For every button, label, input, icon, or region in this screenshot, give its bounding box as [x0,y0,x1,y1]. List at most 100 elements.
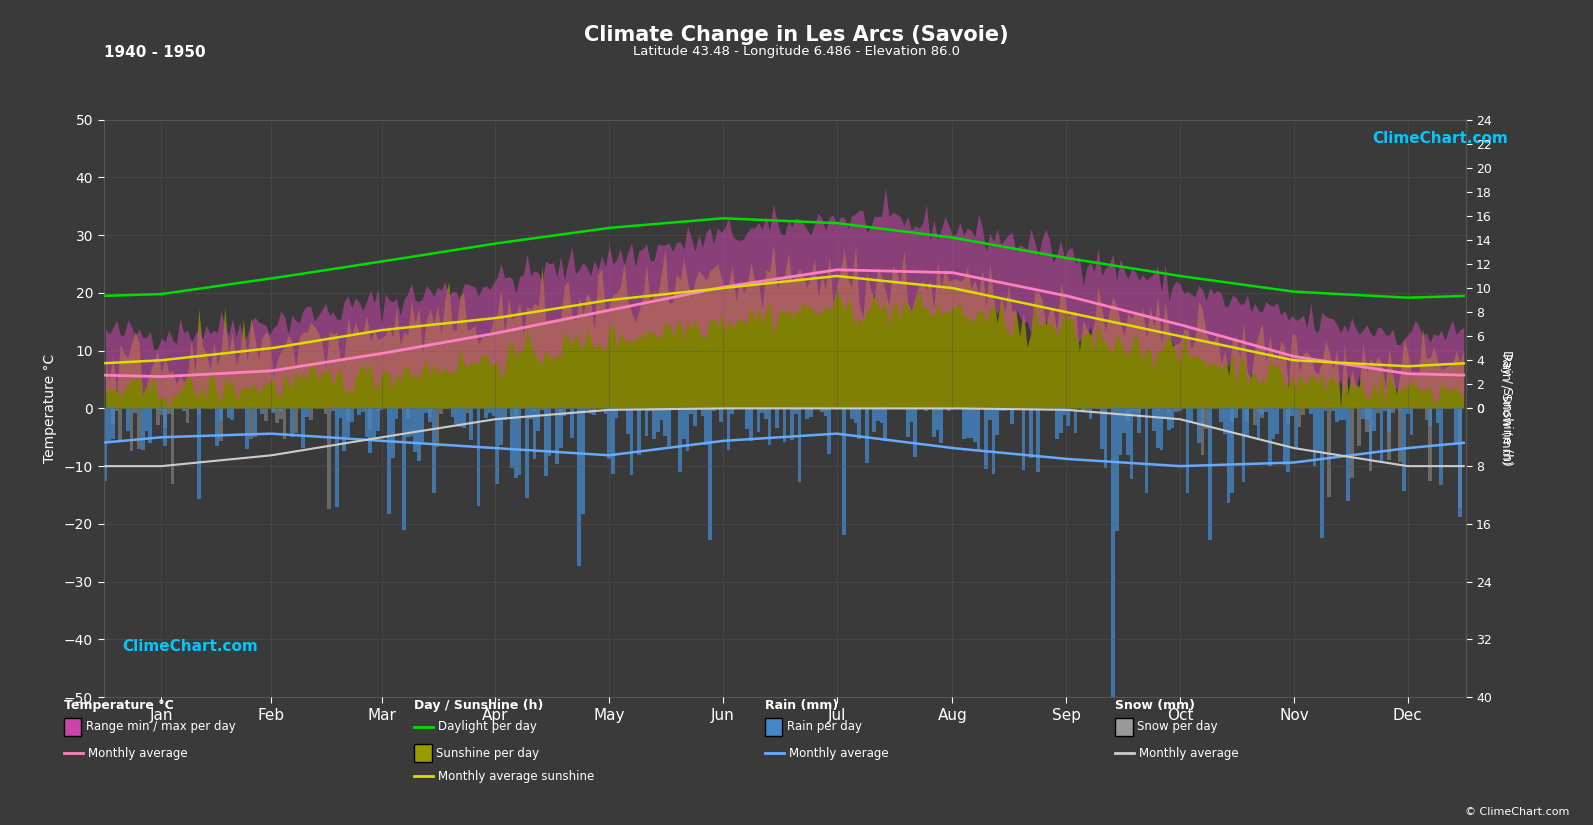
Bar [495,408,499,484]
Bar [118,408,123,441]
Bar [540,408,543,410]
Bar [170,408,175,411]
Bar [1241,408,1246,482]
Bar [1118,408,1121,455]
Bar [660,408,663,420]
Bar [1227,408,1230,502]
Bar [406,408,409,418]
Bar [1121,408,1126,433]
Bar [1335,408,1338,422]
Bar [107,408,112,441]
Text: ClimeChart.com: ClimeChart.com [123,639,258,654]
Bar [865,408,868,463]
Bar [946,408,951,411]
Bar [282,408,287,440]
Bar [335,408,339,507]
Bar [1349,408,1354,478]
Bar [409,408,413,436]
Bar [824,408,827,417]
Bar [726,408,731,450]
Bar [1021,408,1026,470]
Bar [843,408,846,535]
Bar [1066,408,1070,426]
Bar [910,408,913,422]
Bar [459,408,462,427]
Bar [1174,408,1179,412]
Bar [1290,408,1294,416]
Bar [679,408,682,472]
Bar [220,408,223,421]
Bar [1424,408,1429,420]
Bar [1260,408,1265,417]
Bar [749,408,753,441]
Bar [276,408,279,423]
Bar [1246,408,1249,422]
Bar [965,408,969,438]
Bar [707,408,712,540]
Bar [186,408,190,422]
Bar [589,408,593,414]
Bar [1399,408,1402,411]
Bar [1282,408,1287,465]
Bar [357,408,362,415]
Bar [731,408,734,414]
Y-axis label: Temperature °C: Temperature °C [43,354,57,463]
Bar [1265,408,1268,412]
Bar [1332,408,1335,411]
Bar [704,408,707,445]
Bar [379,408,384,410]
Bar [226,408,231,418]
Bar [1252,408,1257,425]
Bar [570,408,573,438]
Text: Rain (mm): Rain (mm) [765,700,838,713]
Bar [1190,408,1193,423]
Bar [368,408,373,430]
Bar [328,408,331,509]
Y-axis label: Rain / Snow (mm): Rain / Snow (mm) [1499,352,1513,464]
Bar [690,408,693,413]
Bar [413,408,417,452]
Bar [1324,408,1327,412]
Bar [170,408,175,483]
Bar [1372,408,1376,431]
Bar [1271,408,1276,439]
Bar [1066,408,1070,409]
Bar [1268,408,1271,466]
Bar [1104,408,1107,468]
Bar [1110,408,1115,697]
Bar [346,408,350,421]
Bar [1246,408,1249,436]
Bar [401,408,406,530]
Bar [1380,408,1383,464]
Bar [1070,408,1074,410]
Text: Range min / max per day: Range min / max per day [86,720,236,733]
Bar [368,408,373,453]
Bar [656,408,660,432]
Bar [1134,408,1137,414]
Bar [1230,408,1235,422]
Bar [935,408,940,430]
Bar [1168,408,1171,413]
Bar [1321,408,1324,538]
Bar [765,408,768,419]
Bar [790,408,793,441]
Bar [1174,408,1179,410]
Bar [1365,408,1368,421]
Bar [1085,408,1088,409]
Bar [984,408,988,469]
Bar [1179,408,1182,409]
Bar [585,408,589,410]
Bar [629,408,634,475]
Bar [804,408,809,419]
Bar [1145,408,1149,493]
Bar [645,408,648,436]
Bar [499,408,503,445]
Bar [140,408,145,450]
Bar [145,408,148,431]
Bar [1185,408,1190,493]
Bar [279,408,282,411]
Bar [1368,408,1372,471]
Bar [1454,408,1458,444]
Bar [1429,408,1432,481]
Bar [768,408,771,446]
